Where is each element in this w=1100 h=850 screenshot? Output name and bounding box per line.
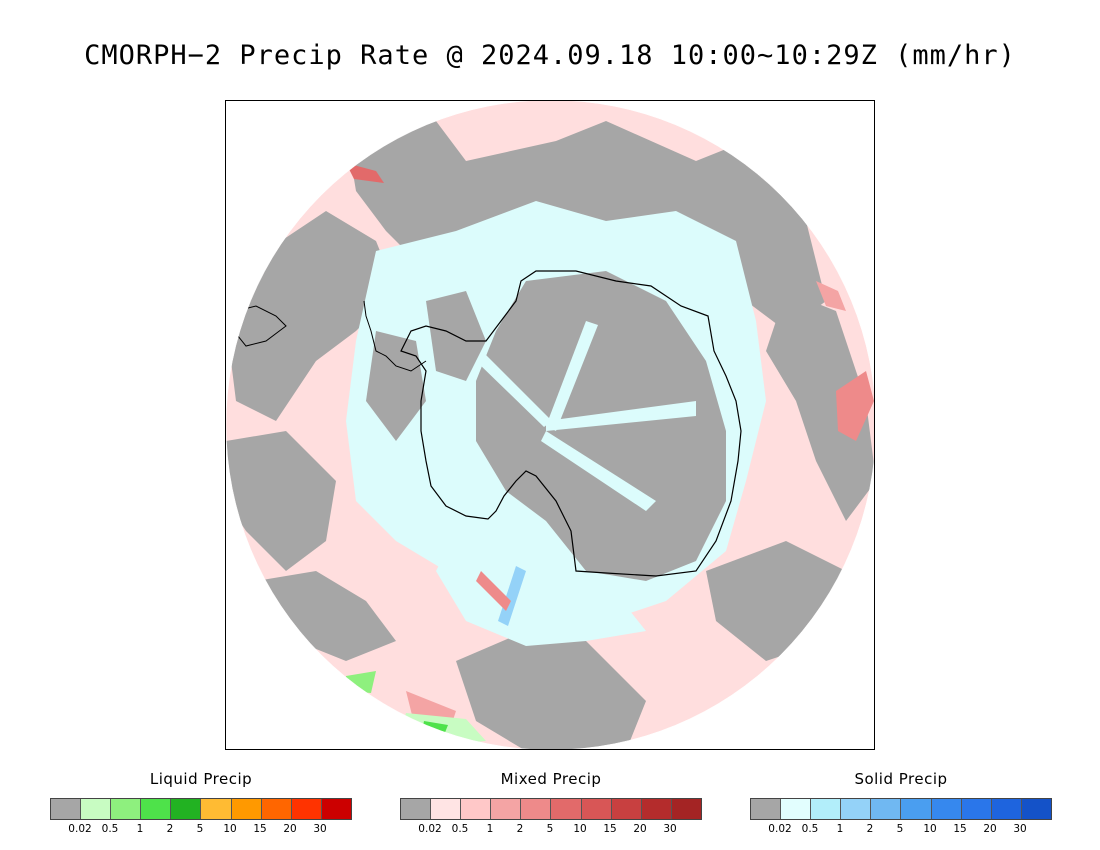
legend-solid: Solid Precip 0.02 0.5 1 2 5 10 15 20 30 [750,770,1052,837]
legend-swatch-liquid-8 [291,799,322,819]
legend-ticks-solid: 0.02 0.5 1 2 5 10 15 20 30 [750,823,1052,837]
legend-swatch-solid-4 [871,799,902,819]
legend-title-solid: Solid Precip [854,770,948,788]
legend-title-liquid: Liquid Precip [149,770,253,788]
legend-tick-label: 10 [923,823,937,835]
legend-tick-label: 5 [196,823,204,835]
solid-precip-region [436,531,646,646]
legend-tick-label: 30 [1013,823,1027,835]
mixed-precip-heavy [816,281,846,311]
legend-swatch-liquid-1 [81,799,112,819]
south-america-coastline [235,305,287,347]
legend-swatch-mixed-2 [461,799,492,819]
antarctic-peninsula-coastline [363,300,427,372]
legend-swatch-liquid-0 [51,799,82,819]
legend-title-mixed: Mixed Precip [500,770,602,788]
legend-ticks-liquid: 0.02 0.5 1 2 5 10 15 20 30 [50,823,352,837]
legend-swatch-mixed-5 [551,799,582,819]
solid-precip-streak [476,353,552,427]
legend-tick-label: 10 [573,823,587,835]
legend-colorbar-mixed [400,798,702,820]
polar-precip-map [225,100,875,750]
precip-map-svg [226,101,874,749]
legend-tick-label: 15 [603,823,617,835]
legend-swatch-liquid-7 [261,799,292,819]
legend-tick-label: 1 [836,823,844,835]
legend-tick-label: 15 [253,823,267,835]
mixed-precip-moderate [476,571,511,611]
no-precip-region [256,571,396,661]
legend-swatch-solid-9 [1021,799,1051,819]
legend-tick-label: 10 [223,823,237,835]
legend-swatch-liquid-5 [201,799,232,819]
precip-field [226,101,874,749]
map-title: CMORPH−2 Precip Rate @ 2024.09.18 10:00~… [84,40,1016,71]
no-precip-region [226,431,336,571]
solid-precip-streak [546,401,696,431]
legend-tick-label: 15 [953,823,967,835]
legend-swatch-solid-0 [751,799,782,819]
legend-swatch-mixed-8 [641,799,672,819]
legend-tick-label: 5 [896,823,904,835]
legend-swatch-mixed-9 [671,799,701,819]
solid-precip-streak [541,431,656,511]
legend-swatch-mixed-3 [491,799,522,819]
legend-tick-label: 20 [983,823,997,835]
no-precip-region [456,631,646,749]
legend-swatch-liquid-4 [171,799,202,819]
legend-swatch-solid-8 [991,799,1022,819]
legend-tick-label: 20 [283,823,297,835]
legend-swatch-solid-5 [901,799,932,819]
legend-swatch-mixed-1 [431,799,462,819]
no-precip-region [766,291,874,521]
legend-swatch-solid-3 [841,799,872,819]
antarctica-coastline [400,270,742,577]
legend-tick-label: 0.5 [101,823,119,835]
legend-tick-label: 0.5 [801,823,819,835]
legend-colorbar-liquid [50,798,352,820]
legend-swatch-solid-2 [811,799,842,819]
legend-tick-label: 2 [516,823,524,835]
legend-swatch-mixed-6 [581,799,612,819]
no-precip-region [366,331,426,441]
solid-precip-streak [546,321,598,431]
legend-tick-label: 30 [663,823,677,835]
legend-tick-label: 20 [633,823,647,835]
legend-tick-label: 2 [866,823,874,835]
legend-ticks-mixed: 0.02 0.5 1 2 5 10 15 20 30 [400,823,702,837]
legend-tick-label: 2 [166,823,174,835]
legend-tick-label: 0.02 [68,823,92,835]
solid-precip-moderate [498,566,526,626]
legend-swatch-solid-6 [931,799,962,819]
legend-liquid: Liquid Precip 0.02 0.5 1 2 5 10 15 20 30 [50,770,352,837]
legend-tick-label: 0.5 [451,823,469,835]
legend-mixed: Mixed Precip 0.02 0.5 1 2 5 10 15 20 30 [400,770,702,837]
legend-swatch-liquid-3 [141,799,172,819]
mixed-precip-heavy [836,371,874,441]
legend-tick-label: 1 [486,823,494,835]
legend-tick-label: 1 [136,823,144,835]
legend-tick-label: 0.02 [418,823,442,835]
legend-swatch-solid-1 [781,799,812,819]
legend-swatch-liquid-9 [321,799,351,819]
legend-colorbar-solid [750,798,1052,820]
no-precip-region [476,271,726,581]
legend-tick-label: 0.02 [768,823,792,835]
legend-swatch-mixed-7 [611,799,642,819]
legend-swatch-solid-7 [961,799,992,819]
legend-swatch-liquid-2 [111,799,142,819]
legend-tick-label: 30 [313,823,327,835]
mixed-precip-heavy [346,163,384,183]
legend-swatch-liquid-6 [231,799,262,819]
legend-swatch-mixed-0 [401,799,432,819]
legend-tick-label: 5 [546,823,554,835]
legend-swatch-mixed-4 [521,799,552,819]
